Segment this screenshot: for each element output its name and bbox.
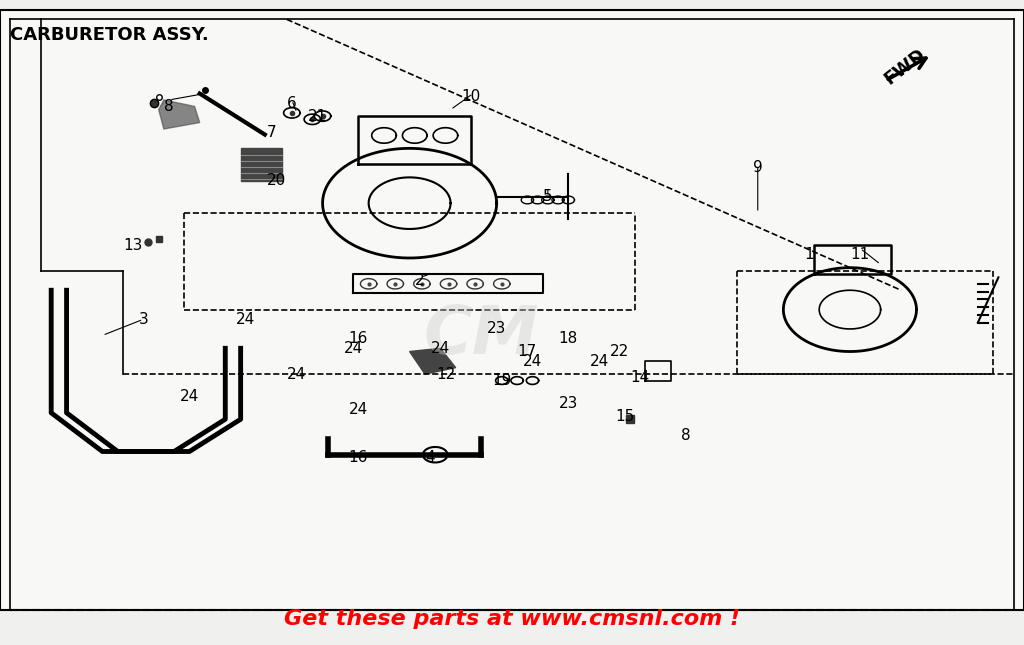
Text: 21: 21 [308, 108, 327, 124]
Text: 4: 4 [425, 450, 435, 466]
Text: 24: 24 [349, 402, 368, 417]
Text: Get these parts at www.cmsnl.com !: Get these parts at www.cmsnl.com ! [284, 609, 740, 629]
Polygon shape [410, 348, 456, 374]
Text: 20: 20 [267, 173, 286, 188]
Text: 1: 1 [804, 247, 814, 263]
Text: 24: 24 [237, 312, 255, 327]
Text: 23: 23 [487, 321, 506, 337]
Text: 18: 18 [559, 331, 578, 346]
Text: 24: 24 [431, 341, 450, 356]
Text: 3: 3 [138, 312, 148, 327]
Text: 13: 13 [124, 237, 142, 253]
Text: 24: 24 [180, 389, 199, 404]
Text: FWD: FWD [881, 45, 929, 88]
Text: 24: 24 [288, 366, 306, 382]
Text: CARBURETOR ASSY.: CARBURETOR ASSY. [10, 26, 209, 44]
FancyBboxPatch shape [0, 10, 1024, 610]
Text: 24: 24 [344, 341, 362, 356]
Polygon shape [241, 148, 282, 181]
Text: 19: 19 [493, 373, 511, 388]
Text: 8: 8 [681, 428, 691, 443]
Text: 10: 10 [462, 89, 480, 104]
Text: 15: 15 [615, 408, 634, 424]
Text: 22: 22 [610, 344, 629, 359]
Text: 7: 7 [266, 124, 276, 140]
Text: 12: 12 [436, 366, 455, 382]
Text: 2: 2 [415, 273, 425, 288]
Text: 17: 17 [518, 344, 537, 359]
Text: 14: 14 [631, 370, 649, 385]
Text: 16: 16 [349, 331, 368, 346]
Text: CM: CM [424, 303, 539, 368]
Text: 16: 16 [349, 450, 368, 466]
Polygon shape [159, 100, 200, 129]
Text: 24: 24 [590, 353, 608, 369]
Text: 8: 8 [164, 99, 174, 114]
Text: 23: 23 [559, 395, 578, 411]
Text: 24: 24 [523, 353, 542, 369]
Text: 5: 5 [543, 189, 553, 204]
Text: 6: 6 [287, 95, 297, 111]
Text: 9: 9 [753, 160, 763, 175]
Text: 11: 11 [851, 247, 869, 263]
